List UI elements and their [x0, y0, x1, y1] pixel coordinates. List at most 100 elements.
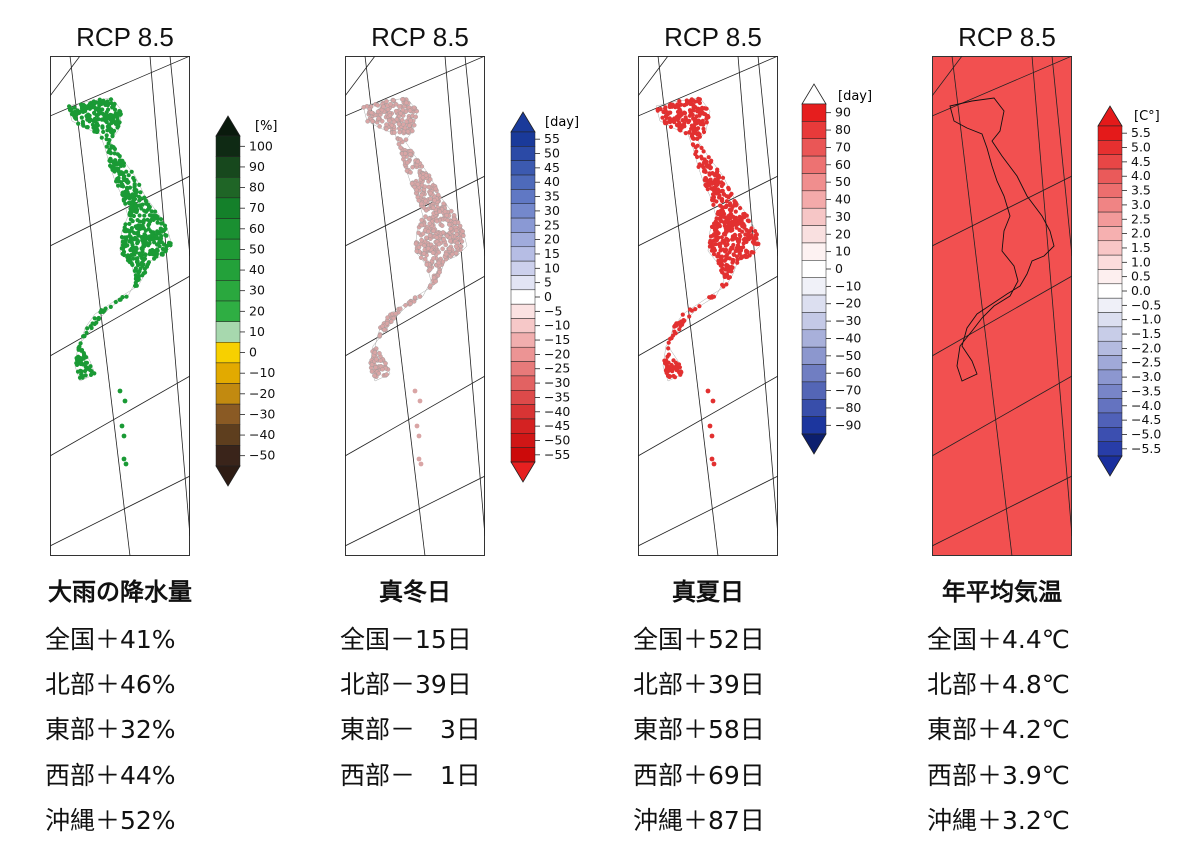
station-dot [696, 97, 701, 103]
station-dot [132, 182, 137, 187]
panel-heavy-rain: RCP 8.5 45°40°35°30°25° [%] 100908070605… [0, 0, 300, 857]
station-dot [704, 120, 709, 125]
station-dot [666, 352, 671, 357]
colorbar-label: −0.5 [1131, 297, 1161, 312]
station-dot [134, 226, 140, 231]
colorbar-unit: [C°] [1134, 109, 1160, 124]
graticule [50, 56, 190, 556]
stat-row: 全国＋41% [45, 625, 176, 654]
station-dot [148, 251, 153, 256]
colorbar-swatch [510, 447, 536, 463]
station-dot [714, 183, 719, 188]
station-dot [718, 244, 723, 249]
station-dot [715, 236, 720, 241]
station-dot [129, 194, 134, 199]
colorbar-label: −5.5 [1131, 441, 1161, 456]
station-dot [696, 131, 701, 136]
station-dot [104, 133, 109, 138]
colorbar-unit: [%] [255, 119, 278, 134]
station-dot [373, 365, 378, 370]
station-dot [744, 248, 749, 253]
station-dot [129, 169, 134, 174]
station-dot [408, 301, 413, 306]
station-dot [742, 211, 747, 217]
colorbar-swatch [215, 218, 241, 240]
station-dot [740, 215, 745, 220]
colorbar-swatch [801, 294, 827, 313]
station-dot [92, 316, 97, 321]
station-dot [112, 101, 117, 107]
station-dot [146, 243, 151, 248]
colorbar-swatch [510, 361, 536, 377]
station-dot [681, 318, 686, 323]
colorbar-label: 5.5 [1131, 125, 1151, 140]
station-dot [718, 241, 723, 246]
colorbar-label: 20 [835, 226, 851, 241]
station-dot [699, 107, 704, 112]
colorbar-label: 10 [544, 260, 560, 275]
station-dot [679, 370, 684, 375]
station-dot [79, 348, 85, 353]
station-dot [106, 101, 111, 106]
colorbar-swatch [510, 131, 536, 147]
station-dot [117, 120, 122, 125]
station-dot [714, 229, 719, 234]
graticule-line [638, 275, 778, 357]
station-dot [384, 99, 389, 104]
colorbar-label: −20 [249, 386, 275, 401]
colorbar-swatch [1097, 340, 1123, 356]
station-dot [737, 238, 742, 243]
station-dot [423, 198, 428, 204]
station-dots [361, 97, 466, 467]
colorbar-label: −40 [835, 330, 861, 345]
colorbar-label: 45 [544, 160, 560, 175]
station-dot [430, 250, 436, 256]
station-dot [415, 181, 421, 187]
station-dot [687, 130, 692, 135]
station-dot [131, 256, 136, 261]
station-dot [416, 456, 422, 462]
station-dot [89, 325, 94, 331]
station-dot [85, 326, 90, 331]
station-dot [125, 243, 130, 248]
station-dot [454, 232, 460, 237]
station-dot [426, 216, 432, 222]
stat-row: 東部－ 3日 [340, 715, 481, 744]
station-dot [423, 214, 428, 219]
stat-row: 沖縄＋87日 [633, 806, 765, 835]
graticule-line [638, 475, 778, 547]
station-dot [155, 229, 160, 234]
station-dot [711, 202, 716, 207]
stat-row: 西部＋44% [45, 761, 176, 790]
station-dot [396, 141, 402, 147]
graticule-line [638, 175, 778, 247]
station-dot [149, 213, 155, 218]
station-dot [375, 103, 381, 108]
colorbar-swatch [1097, 183, 1123, 198]
station-dot [397, 129, 403, 135]
stat-row: 全国＋4.4℃ [927, 625, 1070, 654]
station-dot [687, 314, 692, 319]
station-dots [655, 96, 761, 467]
colorbar-label: 0.5 [1131, 269, 1151, 284]
colorbar-label: 90 [835, 105, 851, 120]
station-dot [434, 235, 440, 240]
station-dot [428, 283, 433, 288]
station-dot [134, 283, 139, 288]
colorbar-label: −5.0 [1131, 426, 1161, 441]
station-dot [414, 423, 420, 429]
station-dot [394, 117, 400, 122]
colorbar-label: 55 [544, 131, 560, 146]
station-dot [108, 151, 113, 156]
variable-title: 年平均気温 [942, 578, 1062, 606]
station-dot [108, 163, 113, 168]
station-dot [133, 273, 138, 278]
colorbar-label: −55 [544, 447, 570, 462]
station-dot [702, 157, 707, 162]
station-dot [84, 113, 89, 119]
station-dot [700, 121, 705, 127]
station-dot [376, 116, 381, 121]
station-dot [435, 192, 441, 198]
colorbar-label: 20 [544, 232, 560, 247]
station-dot [404, 100, 409, 106]
